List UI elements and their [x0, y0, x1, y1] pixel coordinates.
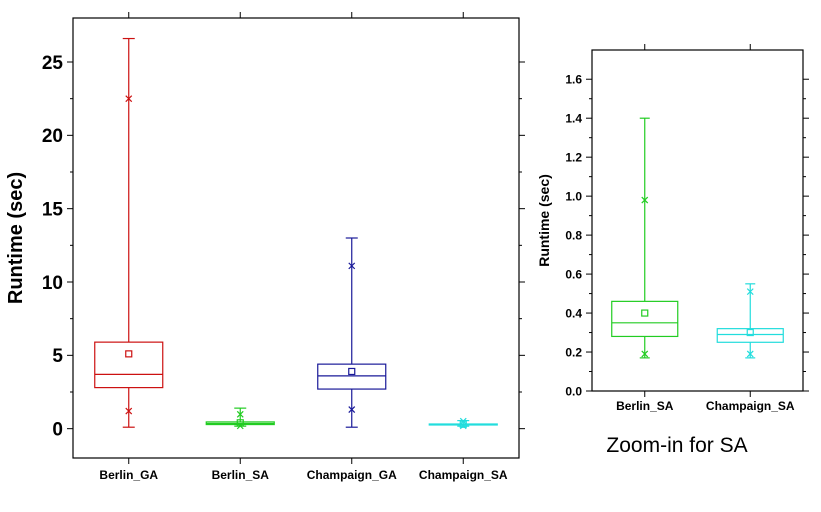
plot-frame — [591, 49, 804, 392]
mean-marker — [641, 309, 649, 317]
iqr-box — [716, 328, 784, 343]
p99-marker — [348, 262, 356, 270]
y-tick-label: 25 — [42, 53, 64, 74]
y-tick-label: 0.8 — [565, 228, 582, 242]
box-Champaign_SA — [716, 283, 784, 359]
y-tick-label: 0.0 — [565, 384, 582, 398]
box-Berlin_GA — [94, 37, 164, 428]
y-tick-label: 1.6 — [565, 73, 582, 87]
y-tick-label: 0 — [52, 420, 63, 441]
mean-marker — [125, 350, 133, 358]
p1-marker — [125, 407, 133, 415]
mean-marker — [348, 367, 356, 376]
x-tick-label: Champaign_SA — [706, 399, 795, 413]
iqr-box — [94, 341, 164, 389]
p99-marker — [236, 410, 244, 418]
y-tick-label: 0.4 — [565, 306, 582, 320]
y-tick-label: 1.2 — [565, 150, 582, 164]
x-tick-label: Berlin_SA — [616, 399, 674, 413]
x-tick-label: Berlin_SA — [212, 468, 270, 482]
box-Champaign_SA — [428, 417, 498, 430]
zoom-caption: Zoom-in for SA — [606, 434, 747, 457]
box-Berlin_SA — [611, 117, 679, 359]
p1-marker — [641, 350, 649, 358]
y-axis-title: Runtime (sec) — [536, 174, 552, 267]
box-Berlin_SA — [205, 407, 275, 430]
y-axis-title: Runtime (sec) — [5, 172, 27, 304]
main-boxplot: 0 5 10 15 20 25 Runtime (sec) Berlin_GA Berlin_S… — [5, 12, 525, 482]
y-tick-label: 15 — [42, 200, 64, 221]
iqr-box — [317, 363, 387, 390]
x-tick-label: Champaign_SA — [419, 468, 508, 482]
y-tick-label: 1.0 — [565, 189, 582, 203]
p1-marker — [236, 422, 244, 430]
y-tick-label: 1.4 — [565, 112, 582, 126]
plot-frame — [72, 17, 520, 459]
y-tick-label: 20 — [42, 126, 63, 147]
mean-marker — [746, 328, 754, 337]
p99-marker — [641, 196, 649, 204]
p1-marker — [348, 406, 356, 414]
x-tick-label: Champaign_GA — [307, 468, 397, 482]
zoom-boxplot: 0.0 0.2 0.4 0.6 0.8 1.0 1.2 1.4 1.6 Runtime (sec)… — [536, 44, 809, 413]
p99-marker — [125, 95, 133, 103]
x-tick-label: Berlin_GA — [99, 468, 158, 482]
y-tick-label: 0.6 — [565, 267, 582, 281]
p1-marker — [459, 422, 467, 430]
p1-marker — [746, 350, 754, 358]
y-tick-label: 5 — [52, 346, 63, 367]
p99-marker — [746, 288, 754, 296]
box-Champaign_GA — [317, 237, 387, 428]
y-tick-label: 10 — [42, 273, 63, 294]
y-tick-label: 0.2 — [565, 345, 582, 359]
iqr-box — [611, 300, 679, 338]
